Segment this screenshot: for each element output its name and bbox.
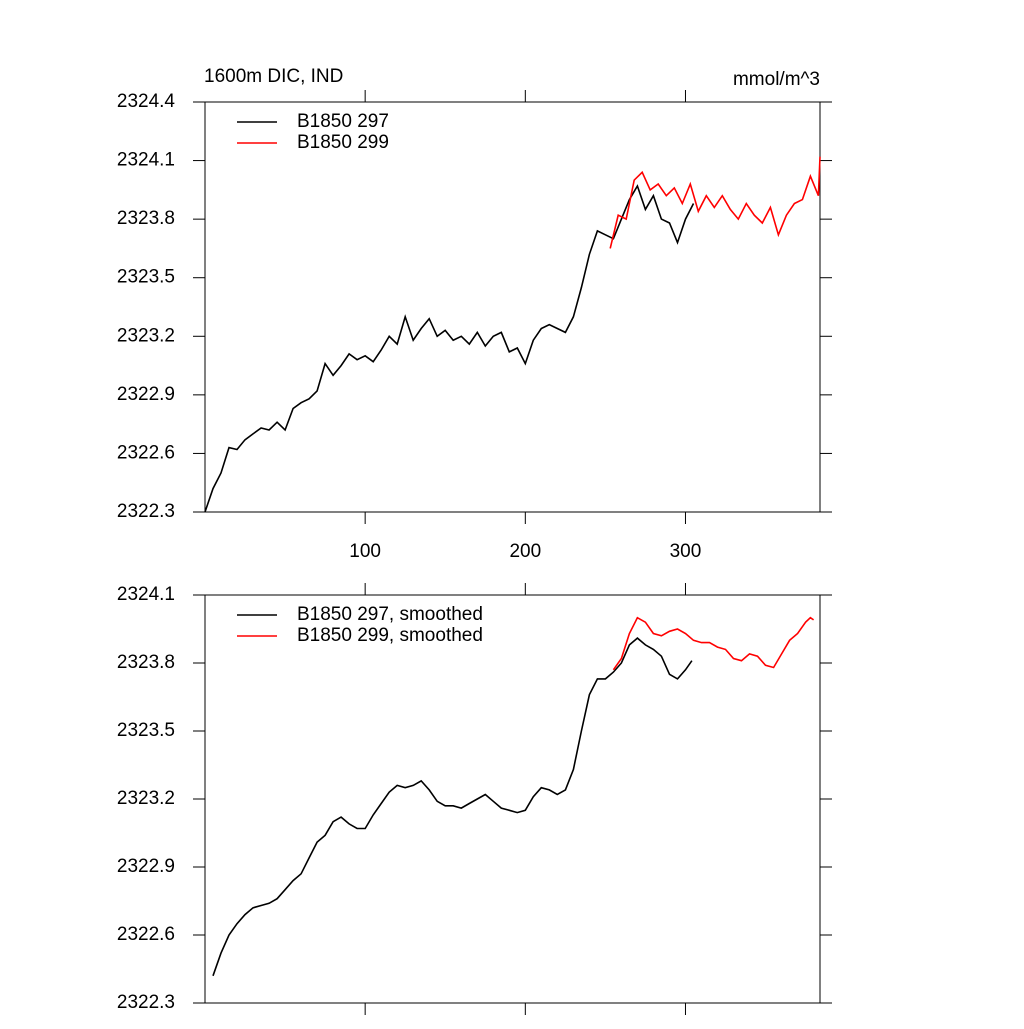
- plot-frame: [204, 101, 821, 513]
- y-tick-label: 2323.2: [117, 788, 175, 809]
- y-tick-label: 2322.9: [117, 384, 175, 405]
- legend-label: B1850 297: [297, 111, 389, 132]
- y-tick-label: 2322.6: [117, 442, 175, 463]
- x-tick-label: 200: [509, 541, 541, 562]
- units-label: mmol/m^3: [733, 69, 820, 90]
- y-tick-label: 2322.9: [117, 856, 175, 877]
- x-tick-label: 300: [670, 541, 702, 562]
- legend-label: B1850 299, smoothed: [297, 625, 483, 646]
- y-tick-label: 2323.2: [117, 325, 175, 346]
- y-tick-label: 2324.1: [117, 584, 175, 605]
- legend-label: B1850 299: [297, 132, 389, 153]
- plot-frame: [204, 594, 821, 1004]
- y-tick-label: 2323.8: [117, 208, 175, 229]
- y-tick-label: 2322.6: [117, 924, 175, 945]
- legend-label: B1850 297, smoothed: [297, 604, 483, 625]
- y-tick-label: 2324.4: [117, 91, 176, 112]
- x-tick-label: 100: [349, 541, 381, 562]
- y-tick-label: 2322.3: [117, 501, 175, 522]
- series-line: [612, 616, 815, 671]
- y-tick-label: 2322.3: [117, 992, 175, 1013]
- series-line: [609, 156, 821, 249]
- y-tick-label: 2323.8: [117, 652, 175, 673]
- series-line: [204, 184, 695, 513]
- y-tick-label: 2323.5: [117, 267, 175, 288]
- series-line: [212, 637, 693, 977]
- chart-title: 1600m DIC, IND: [204, 66, 343, 87]
- y-tick-label: 2323.5: [117, 720, 175, 741]
- y-tick-label: 2324.1: [117, 150, 175, 171]
